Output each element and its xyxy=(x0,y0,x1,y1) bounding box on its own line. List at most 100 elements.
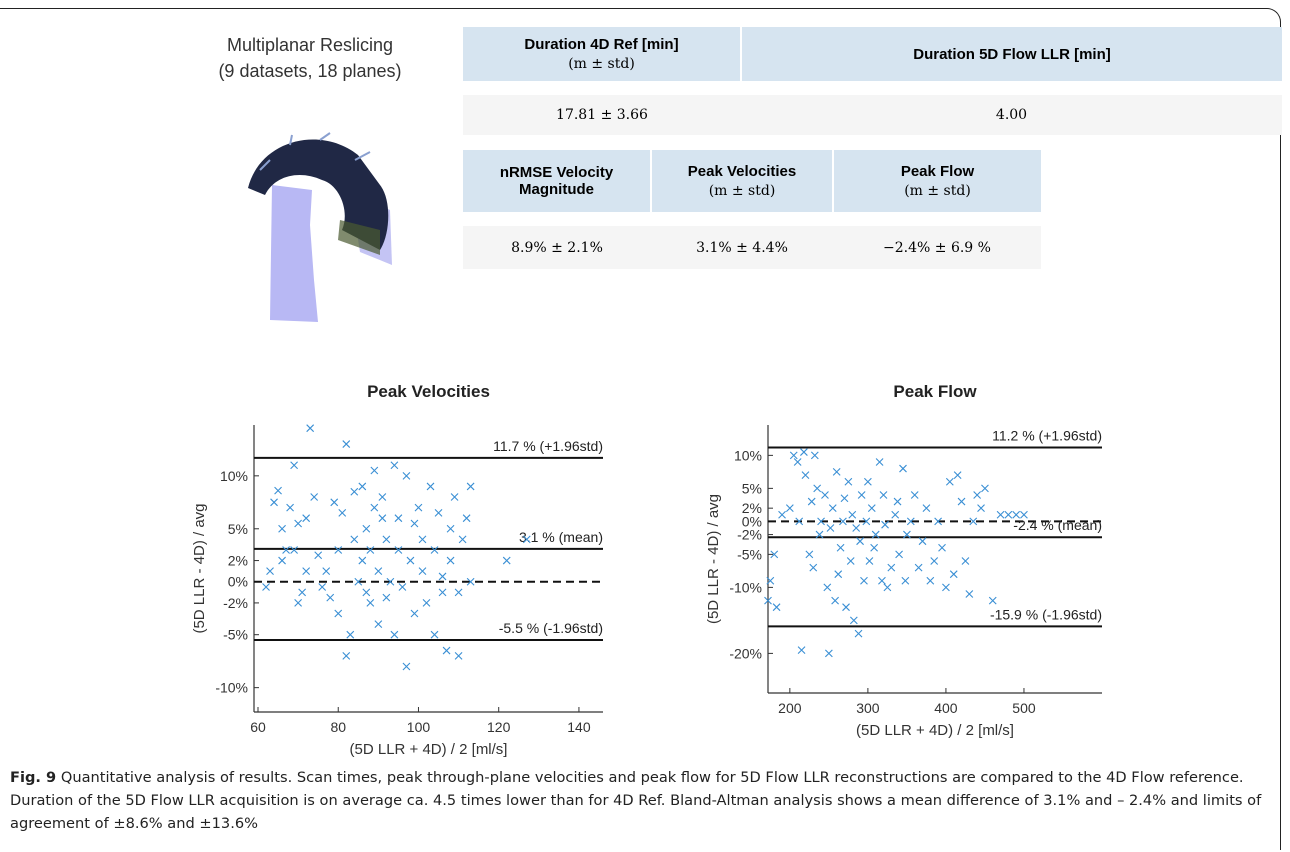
point xyxy=(275,487,282,494)
y-tick-label: 5% xyxy=(228,521,248,537)
reslice-title: Multiplanar Reslicing xyxy=(200,32,420,58)
point-cross xyxy=(279,557,286,564)
point xyxy=(455,589,462,596)
point xyxy=(303,568,310,575)
point xyxy=(339,509,346,516)
point xyxy=(395,546,402,553)
point-cross xyxy=(339,509,346,516)
point xyxy=(463,515,470,522)
point-cross xyxy=(808,498,815,505)
x-tick-label: 140 xyxy=(567,719,591,735)
point xyxy=(802,472,809,479)
point xyxy=(295,599,302,606)
point-cross xyxy=(439,573,446,580)
x-axis-label: (5D LLR + 4D) / 2 [ml/s] xyxy=(856,722,1014,739)
page: Multiplanar Reslicing (9 datasets, 18 pl… xyxy=(0,0,1290,852)
point-cross xyxy=(431,546,438,553)
point xyxy=(351,488,358,495)
point xyxy=(858,491,865,498)
header-sub: (m ± std) xyxy=(652,183,832,199)
point-cross xyxy=(351,536,358,543)
y-tick-label: 10% xyxy=(220,468,248,484)
point xyxy=(403,472,410,479)
x-tick-label: 200 xyxy=(778,700,802,716)
x-tick-label: 500 xyxy=(1012,700,1036,716)
point xyxy=(845,478,852,485)
x-tick-label: 400 xyxy=(934,700,958,716)
point xyxy=(808,498,815,505)
point xyxy=(942,584,949,591)
point-cross xyxy=(981,485,988,492)
point-cross xyxy=(399,584,406,591)
point xyxy=(447,557,454,564)
point-cross xyxy=(915,564,922,571)
point-cross xyxy=(794,458,801,465)
point-cross xyxy=(303,568,310,575)
x-tick-label: 120 xyxy=(487,719,511,735)
point-cross xyxy=(267,568,274,575)
point xyxy=(291,462,298,469)
point xyxy=(279,525,286,532)
point-cross xyxy=(946,478,953,485)
point-cross xyxy=(790,452,797,459)
point xyxy=(407,557,414,564)
point xyxy=(896,551,903,558)
table-cell: 17.81 ± 3.66 xyxy=(463,88,741,135)
point-cross xyxy=(363,589,370,596)
point-cross xyxy=(978,505,985,512)
point xyxy=(411,610,418,617)
point xyxy=(853,524,860,531)
point-cross xyxy=(931,557,938,564)
point xyxy=(958,498,965,505)
y-tick-label: -5% xyxy=(737,546,762,562)
point-cross xyxy=(363,525,370,532)
point xyxy=(383,536,390,543)
header-text: nRMSE Velocity Magnitude xyxy=(500,164,613,198)
point-cross xyxy=(989,597,996,604)
point xyxy=(399,584,406,591)
point xyxy=(962,557,969,564)
point-cross xyxy=(375,621,382,628)
point-cross xyxy=(395,515,402,522)
point xyxy=(832,597,839,604)
caption: Fig. 9 Quantitative analysis of results.… xyxy=(10,766,1272,835)
point-cross xyxy=(439,589,446,596)
plots: Peak Velocities-10%-5%-2%0%2%5%10%608010… xyxy=(0,370,1290,760)
point-cross xyxy=(829,505,836,512)
y-tick-label: 2% xyxy=(742,500,762,516)
point xyxy=(850,617,857,624)
point-cross xyxy=(858,491,865,498)
point-cross xyxy=(443,647,450,654)
point xyxy=(303,515,310,522)
point-cross xyxy=(279,525,286,532)
point-cross xyxy=(311,494,318,501)
point-cross xyxy=(779,511,786,518)
point xyxy=(263,584,270,591)
reference-label: -2.4 % (mean) xyxy=(1013,517,1102,533)
point xyxy=(919,538,926,545)
point xyxy=(974,491,981,498)
point xyxy=(966,590,973,597)
point xyxy=(459,536,466,543)
y-tick-label: 5% xyxy=(742,480,762,496)
point xyxy=(790,452,797,459)
point xyxy=(800,449,807,456)
point-cross xyxy=(367,546,374,553)
point-cross xyxy=(857,538,864,545)
table-cell: −2.4% ± 6.9 % xyxy=(833,219,1041,269)
point-cross xyxy=(447,525,454,532)
point xyxy=(811,452,818,459)
point-cross xyxy=(966,590,973,597)
point-cross xyxy=(942,584,949,591)
point-cross xyxy=(902,577,909,584)
point xyxy=(411,520,418,527)
point-cross xyxy=(379,515,386,522)
point xyxy=(954,472,961,479)
point xyxy=(989,597,996,604)
point-cross xyxy=(773,604,780,611)
point-cross xyxy=(911,491,918,498)
point xyxy=(860,577,867,584)
y-tick-label: -10% xyxy=(729,579,762,595)
point-cross xyxy=(327,594,334,601)
point-cross xyxy=(832,597,839,604)
